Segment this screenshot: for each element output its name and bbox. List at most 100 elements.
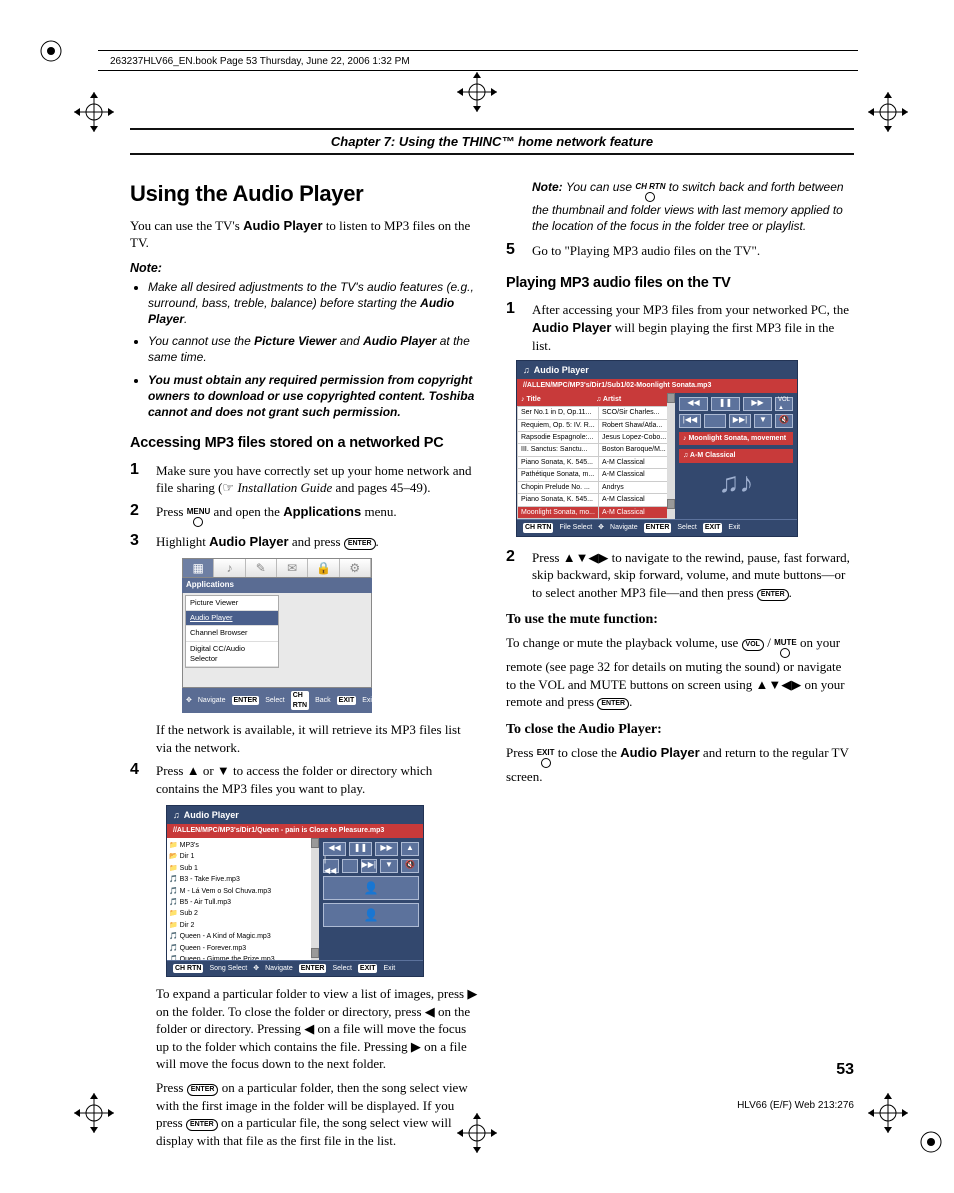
key-icon: CH RTN (173, 964, 203, 973)
vol-button-icon: VOL (742, 639, 764, 651)
left-column: Using the Audio Player You can use the T… (130, 179, 478, 1155)
song-cell: A-M Classical (598, 456, 669, 468)
scrollbar (667, 393, 675, 519)
note-item: Make all desired adjustments to the TV's… (148, 279, 478, 328)
tree-row: 🎵 Queen - A Kind of Magic.mp3 (169, 931, 309, 942)
vol-up-button: ▲ (401, 842, 419, 856)
step-body: Highlight Audio Player and press ENTER. (156, 533, 478, 551)
nav-icon: ✥ (598, 523, 604, 532)
paragraph: To expand a particular folder to view a … (156, 985, 478, 1073)
skip-back-button: |◀◀ (679, 414, 701, 428)
note-item: You must obtain any required permission … (148, 372, 478, 421)
step-body: Make sure you have correctly set up your… (156, 462, 478, 497)
song-row: Piano Sonata, K. 545...A-M Classical (518, 456, 670, 468)
tab-apps-icon: ▦ (183, 559, 214, 577)
app-list-item: Digital CC/Audio Selector (186, 642, 278, 667)
app-list-item: Audio Player (186, 611, 278, 626)
song-cell: Moonlight Sonata, mo... (518, 506, 599, 518)
song-row: Chopin Prelude No. ...Andrys (518, 481, 670, 493)
key-icon: ENTER (644, 523, 672, 532)
key-icon: EXIT (337, 696, 357, 705)
audio-player-list-screenshot: ♫Audio Player //ALLEN/MPC/MP3's/Dir1/Sub… (516, 360, 798, 536)
step-number: 1 (506, 301, 522, 354)
paragraph: Press EXIT to close the Audio Player and… (506, 744, 854, 786)
step-body: Press MENU and open the Applications men… (156, 503, 478, 527)
enter-button-icon: ENTER (186, 1119, 218, 1131)
app-list-item: Picture Viewer (186, 596, 278, 611)
scroll-arrow-down-icon (667, 499, 675, 509)
pause-button: ❚❚ (349, 842, 372, 856)
audio-player-folder-screenshot: ♫Audio Player //ALLEN/MPC/MP3's/Dir1/Que… (166, 805, 424, 977)
note-label: Note: (130, 260, 478, 277)
tree-row: 📁 Sub 2 (169, 908, 309, 919)
key-icon: EXIT (358, 964, 378, 973)
tab-icon: ♪ (214, 559, 245, 577)
footer-label: Select (332, 964, 351, 973)
vol-label: VOL▲ (775, 397, 793, 411)
blank-button (342, 859, 358, 873)
crop-cross-icon (74, 1093, 114, 1133)
song-cell: III. Sanctus: Sanctu... (518, 444, 599, 456)
text: You can use the TV's (130, 218, 243, 233)
enter-button-icon: ENTER (344, 538, 376, 550)
tree-row: 🎵 Queen - Gimme the Prize.mp3 (169, 954, 309, 960)
now-playing-title: ♪ Moonlight Sonata, movement (679, 432, 793, 445)
step-body: Go to "Playing MP3 audio files on the TV… (532, 242, 854, 260)
footer-label: Navigate (610, 523, 638, 532)
note-icon: ♫ (523, 364, 530, 376)
skip-back-button: |◀◀ (323, 859, 339, 873)
key-icon: CH RTN (291, 691, 309, 710)
tree-row: 🎵 B5 - Air Tull.mp3 (169, 897, 309, 908)
nav-icon: ✥ (253, 964, 259, 973)
registration-mark-icon (40, 40, 62, 62)
vol-down-button: ▼ (380, 859, 398, 873)
mute-button-icon: MUTE (774, 639, 797, 658)
exit-button-icon: EXIT (537, 749, 555, 768)
song-cell: Rapsodie Espagnole:... (518, 432, 599, 444)
paragraph: Press ENTER on a particular folder, then… (156, 1079, 478, 1149)
song-cell: A-M Classical (598, 494, 669, 506)
pause-button: ❚❚ (711, 397, 740, 411)
panel-title: Audio Player (184, 809, 239, 821)
blank-button (704, 414, 726, 428)
tree-row: 📁 Sub 1 (169, 863, 309, 874)
music-note-icon: ♫♪ (679, 463, 793, 503)
song-cell: SCO/Sir Charles... (598, 407, 669, 419)
file-path: //ALLEN/MPC/MP3's/Dir1/Queen - pain is C… (167, 824, 423, 837)
footer-label: Exit (362, 696, 374, 705)
artist-thumb-icon: 👤 (323, 876, 419, 900)
song-cell: Robert Shaw/Atla... (598, 419, 669, 431)
song-cell: Ser No.1 in D, Op.11... (518, 407, 599, 419)
tree-row: 🎵 M - Lá Vem o Sol Chuva.mp3 (169, 886, 309, 897)
file-path: //ALLEN/MPC/MP3's/Dir1/Sub1/02-Moonlight… (517, 379, 797, 392)
footer-code: HLV66 (E/F) Web 213:276 (737, 1100, 854, 1111)
footer-label: Back (315, 696, 331, 705)
paragraph: To change or mute the playback volume, u… (506, 634, 854, 711)
col-artist: ♫ Artist (592, 393, 667, 406)
crop-cross-icon (868, 92, 908, 132)
footer-label: Select (265, 696, 284, 705)
step-number: 4 (130, 762, 146, 797)
subheading-access: Accessing MP3 files stored on a networke… (130, 434, 478, 454)
step-number: 3 (130, 533, 146, 551)
ffwd-button: ▶▶ (375, 842, 398, 856)
song-cell: Requiem, Op. 5: IV. R... (518, 419, 599, 431)
ffwd-button: ▶▶ (743, 397, 772, 411)
tree-row: 📂 Dir 1 (169, 851, 309, 862)
skip-fwd-button: ▶▶| (729, 414, 751, 428)
chapter-title: Chapter 7: Using the THINC™ home network… (130, 128, 854, 155)
page-number: 53 (836, 1061, 854, 1079)
paragraph: If the network is available, it will ret… (156, 721, 478, 756)
footer-label: Song Select (209, 964, 247, 973)
scroll-arrow-down-icon (311, 948, 319, 958)
song-row: Moonlight Sonata, mo...A-M Classical (518, 506, 670, 518)
album-thumb-icon: 👤 (323, 903, 419, 927)
now-playing-artist: ♫ A-M Classical (679, 449, 793, 462)
col-title: ♪ Title (517, 393, 592, 406)
tab-icon: ✉ (277, 559, 308, 577)
enter-button-icon: ENTER (597, 698, 629, 710)
song-cell: Piano Sonata, K. 545... (518, 494, 599, 506)
tab-icon: ✎ (246, 559, 277, 577)
song-row: Requiem, Op. 5: IV. R...Robert Shaw/Atla… (518, 419, 670, 431)
book-header: 263237HLV66_EN.book Page 53 Thursday, Ju… (110, 56, 410, 67)
